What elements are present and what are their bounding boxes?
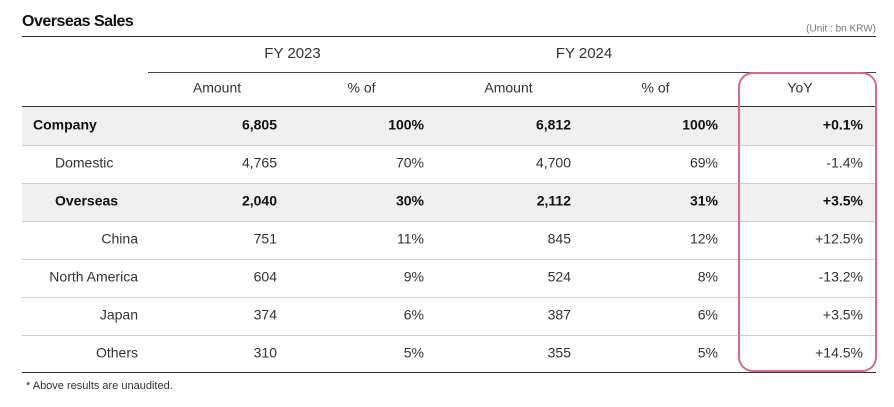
- cell: 100%: [388, 117, 424, 133]
- title: Overseas Sales: [22, 13, 134, 30]
- cell: 6%: [698, 307, 718, 323]
- cell: 69%: [690, 155, 718, 171]
- row-label: Others: [96, 345, 138, 361]
- yoy-highlight: [738, 72, 877, 372]
- row-bg: [22, 183, 876, 221]
- cell: 12%: [690, 231, 718, 247]
- cell: 604: [254, 269, 278, 285]
- row-label: Company: [33, 117, 97, 133]
- row-label: Domestic: [55, 155, 113, 171]
- cell: 30%: [396, 193, 425, 209]
- column-header: % of: [641, 80, 669, 96]
- cell: 4,700: [536, 155, 571, 171]
- cell: 9%: [404, 269, 424, 285]
- cell: 2,112: [537, 193, 571, 209]
- cell: 100%: [682, 117, 718, 133]
- row-label: Japan: [100, 307, 138, 323]
- cell: 374: [254, 307, 278, 323]
- cell: 70%: [396, 155, 424, 171]
- column-header: Amount: [484, 80, 532, 96]
- cell: 11%: [397, 231, 424, 247]
- row-bg: [22, 107, 876, 145]
- cell: +14.5%: [815, 345, 863, 361]
- cell: 31%: [690, 193, 719, 209]
- cell: 524: [548, 269, 572, 285]
- cell: +3.5%: [823, 307, 863, 323]
- group-header: FY 2024: [556, 45, 612, 62]
- cell: +12.5%: [815, 231, 863, 247]
- cell: -1.4%: [826, 155, 863, 171]
- cell: 751: [254, 231, 278, 247]
- row-label: North America: [49, 269, 138, 285]
- cell: +3.5%: [823, 193, 864, 209]
- column-header: % of: [347, 80, 375, 96]
- table-body: Company 6,805 100% 6,812 100% +0.1% Domestic 4,…: [22, 107, 876, 361]
- cell: 6,812: [536, 117, 571, 133]
- cell: -13.2%: [819, 269, 863, 285]
- column-header: YoY: [787, 80, 813, 96]
- cell: 6%: [404, 307, 424, 323]
- row-label: China: [101, 231, 138, 247]
- cell: 2,040: [242, 193, 277, 209]
- footnote: * Above results are unaudited.: [26, 380, 173, 392]
- cell: 387: [548, 307, 572, 323]
- cell: 6,805: [242, 117, 277, 133]
- cell: 8%: [698, 269, 718, 285]
- cell: 355: [548, 345, 572, 361]
- cell: 4,765: [242, 155, 277, 171]
- group-header: FY 2023: [264, 45, 320, 62]
- unit: (Unit : bn KRW): [806, 24, 876, 35]
- cell: 5%: [698, 345, 718, 361]
- row-label: Overseas: [55, 193, 118, 209]
- cell: +0.1%: [823, 117, 864, 133]
- cell: 5%: [404, 345, 424, 361]
- cell: 845: [548, 231, 572, 247]
- cell: 310: [254, 345, 278, 361]
- column-header: Amount: [193, 80, 241, 96]
